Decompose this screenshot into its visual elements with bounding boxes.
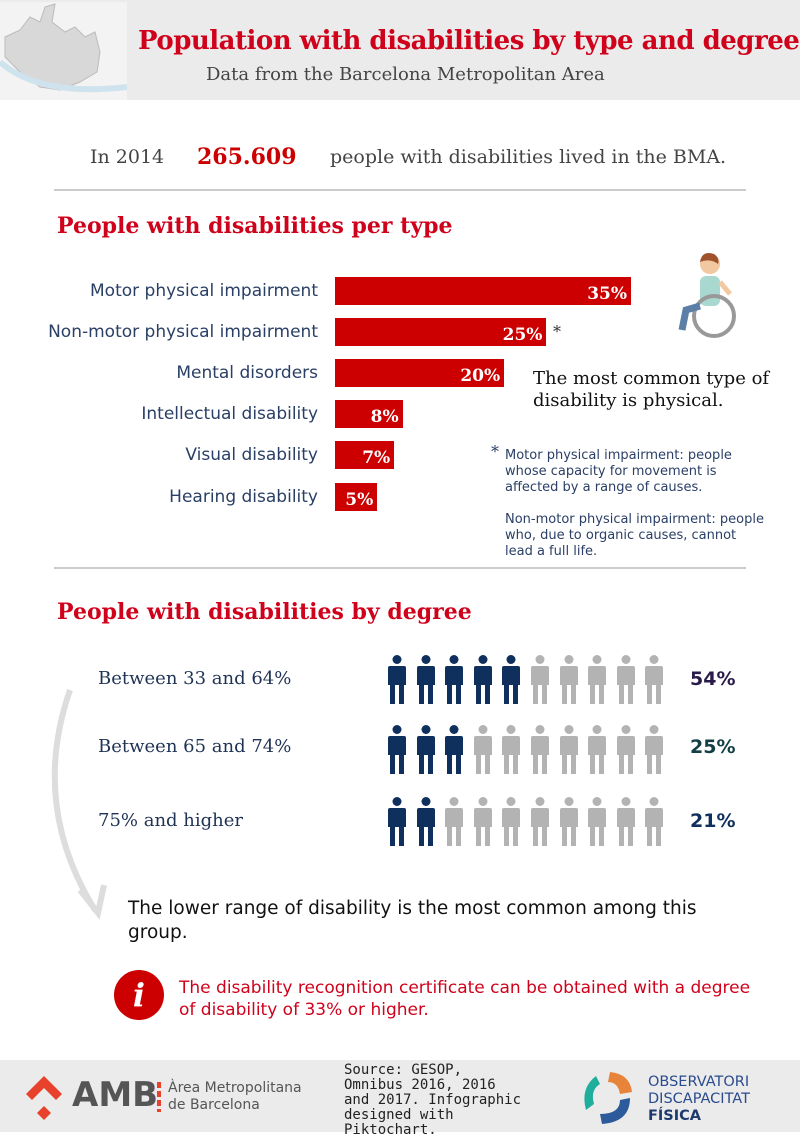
- person-icon-filled: [502, 655, 521, 705]
- header: [0, 0, 800, 100]
- bar: 5%: [335, 483, 378, 511]
- person-icon-empty: [645, 655, 664, 705]
- bar-value-label: 5%: [345, 490, 374, 510]
- divider: [54, 567, 746, 569]
- obs-line1: OBSERVATORI: [648, 1074, 750, 1090]
- amb-divider: [157, 1082, 161, 1112]
- person-icon-empty: [588, 655, 607, 705]
- bar-label: Hearing disability: [169, 487, 318, 507]
- bar: 25%: [335, 318, 547, 346]
- person-icon-empty: [502, 797, 521, 847]
- person-icon-filled: [388, 725, 406, 775]
- person-icon-empty: [616, 797, 635, 847]
- person-icon-empty: [445, 797, 464, 847]
- amb-logo-icon: [24, 1076, 64, 1124]
- common-type-note: The most common type of disability is ph…: [533, 368, 770, 411]
- map-thumbnail: [0, 2, 128, 100]
- person-icon-empty: [645, 797, 664, 847]
- page-title: Population with disabilities by type and…: [138, 26, 800, 56]
- asterisk: *: [553, 322, 561, 341]
- wheelchair-icon: [676, 250, 742, 346]
- bar: 8%: [335, 400, 403, 428]
- bar: 35%: [335, 277, 631, 305]
- amb-name-line2: de Barcelona: [168, 1097, 260, 1113]
- section-title-degree: People with disabilities by degree: [57, 599, 472, 625]
- person-icon-empty: [616, 655, 635, 705]
- degree-label: 75% and higher: [98, 810, 244, 831]
- amb-name: Àrea Metropolitana de Barcelona: [168, 1080, 302, 1114]
- person-icon-empty: [473, 797, 492, 847]
- person-icon-filled: [416, 655, 435, 705]
- divider: [54, 189, 746, 191]
- person-icon-empty: [559, 655, 578, 705]
- person-icon-empty: [645, 725, 664, 775]
- amb-logo: AMB: [72, 1075, 159, 1115]
- person-icon-filled: [416, 797, 435, 847]
- bar: 7%: [335, 441, 395, 469]
- footer: [0, 1060, 800, 1132]
- amb-name-line1: Àrea Metropolitana: [168, 1080, 302, 1096]
- person-icon-empty: [502, 725, 521, 775]
- observatori-logo-text: OBSERVATORI DISCAPACITAT FÍSICA: [648, 1074, 750, 1125]
- bar-value-label: 20%: [460, 366, 501, 386]
- info-icon: i: [114, 970, 164, 1020]
- person-icon-empty: [473, 725, 492, 775]
- person-icon-filled: [388, 655, 406, 705]
- degree-label: Between 33 and 64%: [98, 668, 292, 689]
- bar-label: Mental disorders: [176, 363, 318, 383]
- obs-line3: FÍSICA: [648, 1108, 702, 1124]
- person-icon-filled: [473, 655, 492, 705]
- note-non-motor: Non-motor physical impairment: people wh…: [505, 512, 764, 559]
- source-text: Source: GESOP, Omnibus 2016, 2016 and 20…: [344, 1062, 522, 1138]
- bar: 20%: [335, 359, 505, 387]
- bar-value-label: 8%: [370, 407, 399, 427]
- bar-label: Non-motor physical impairment: [48, 322, 318, 342]
- bar-label: Motor physical impairment: [90, 281, 318, 301]
- summary-suffix: people with disabilities lived in the BM…: [330, 146, 727, 168]
- curved-arrow-icon: [40, 685, 120, 929]
- degree-value: 54%: [690, 668, 736, 690]
- person-icon-empty: [616, 725, 635, 775]
- person-icon-filled: [445, 725, 464, 775]
- person-icon-empty: [588, 797, 607, 847]
- person-icon-empty: [559, 725, 578, 775]
- bar-label: Visual disability: [185, 445, 318, 465]
- summary-count: 265.609: [197, 144, 297, 170]
- degree-label: Between 65 and 74%: [98, 736, 292, 757]
- note-motor: Motor physical impairment: people whose …: [505, 448, 732, 495]
- obs-line2: DISCAPACITAT: [648, 1091, 750, 1107]
- section-title-type: People with disabilities per type: [57, 213, 453, 239]
- bar-value-label: 7%: [362, 448, 391, 468]
- person-icon-empty: [559, 797, 578, 847]
- degree-value: 21%: [690, 810, 736, 832]
- asterisk: *: [491, 442, 499, 461]
- bar-value-label: 25%: [502, 325, 543, 345]
- person-icon-empty: [531, 725, 549, 775]
- observatori-logo-icon: [580, 1070, 638, 1130]
- page-subtitle: Data from the Barcelona Metropolitan Are…: [206, 64, 605, 85]
- person-icon-filled: [388, 797, 406, 847]
- person-icon-empty: [531, 797, 549, 847]
- conclusion-text: The lower range of disability is the mos…: [128, 898, 697, 943]
- person-icon-empty: [531, 655, 549, 705]
- bar-value-label: 35%: [587, 284, 627, 304]
- definitions: Motor physical impairment: people whose …: [505, 448, 765, 560]
- bar-label: Intellectual disability: [141, 404, 318, 424]
- info-text: The disability recognition certificate c…: [179, 978, 751, 1020]
- summary-prefix: In 2014: [90, 146, 165, 168]
- degree-value: 25%: [690, 736, 736, 758]
- person-icon-filled: [445, 655, 464, 705]
- person-icon-empty: [588, 725, 607, 775]
- person-icon-filled: [416, 725, 435, 775]
